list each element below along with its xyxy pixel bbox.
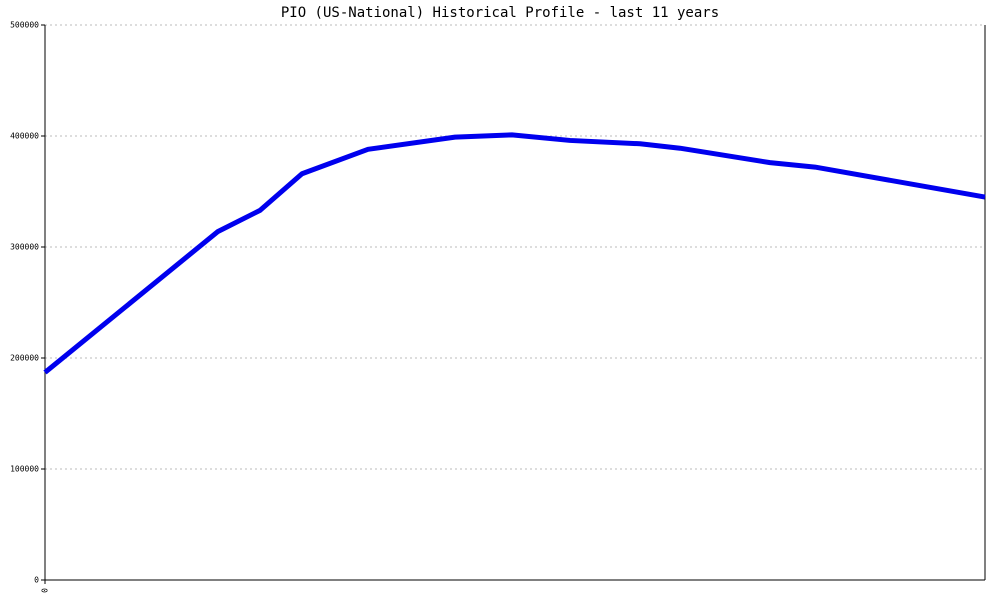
y-tick-label: 300000 [10, 243, 39, 252]
x-tick-label: 0 [41, 588, 50, 593]
y-tick-label: 200000 [10, 354, 39, 363]
y-tick-label: 500000 [10, 21, 39, 30]
chart-title: PIO (US-National) Historical Profile - l… [281, 5, 719, 21]
y-tick-label: 0 [34, 576, 39, 585]
y-tick-label: 100000 [10, 465, 39, 474]
data-line [43, 132, 986, 375]
y-tick-label: 400000 [10, 132, 39, 141]
